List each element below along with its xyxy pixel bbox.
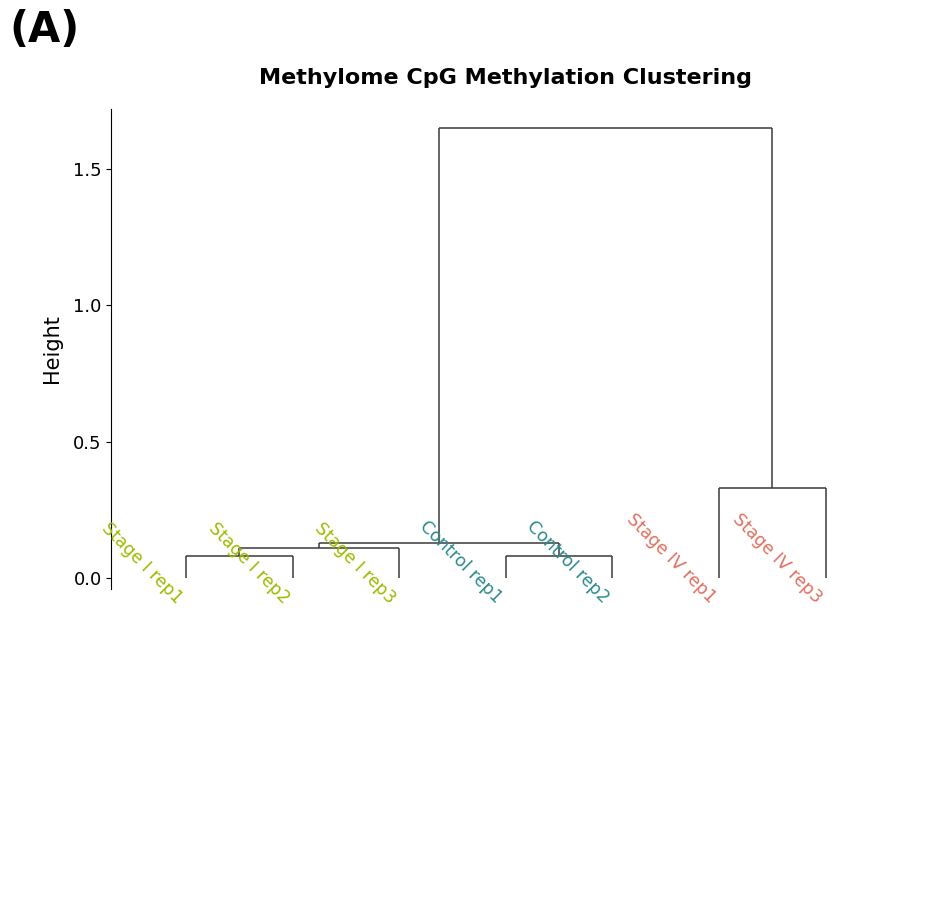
Text: Stage IV rep1: Stage IV rep1 — [622, 511, 718, 607]
Title: Methylome CpG Methylation Clustering: Methylome CpG Methylation Clustering — [259, 68, 752, 88]
Y-axis label: Height: Height — [42, 314, 62, 383]
Text: (A): (A) — [9, 9, 80, 51]
Text: Stage I rep3: Stage I rep3 — [311, 519, 399, 607]
Text: Control rep2: Control rep2 — [522, 517, 612, 607]
Text: Stage I rep1: Stage I rep1 — [98, 519, 185, 607]
Text: Stage IV rep3: Stage IV rep3 — [729, 511, 825, 607]
Text: Control rep1: Control rep1 — [416, 517, 505, 607]
Text: Stage I rep2: Stage I rep2 — [205, 519, 292, 607]
